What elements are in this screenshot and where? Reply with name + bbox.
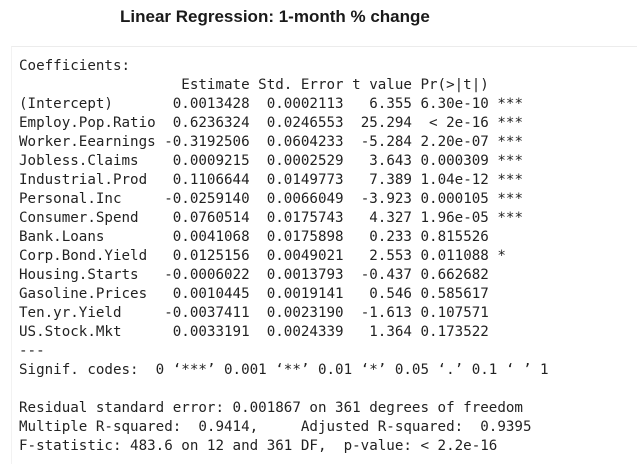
- table-row: Gasoline.Prices 0.0010445 0.0019141 0.54…: [19, 285, 523, 304]
- estimate-cell: 0.1106644: [164, 172, 250, 188]
- row-name: Housing.Starts: [19, 267, 156, 283]
- regression-output: Coefficients: Estimate Std. Error t valu…: [11, 46, 637, 464]
- std-error-cell: 0.0066049: [258, 191, 344, 207]
- p-value-cell: 1.04e-12: [420, 172, 489, 188]
- p-value-cell: 1.96e-05: [420, 210, 489, 226]
- estimate-cell: 0.0033191: [164, 324, 250, 340]
- std-error-cell: 0.0002529: [258, 153, 344, 169]
- p-value-cell: 0.107571: [420, 305, 489, 321]
- estimate-cell: 0.0041068: [164, 229, 250, 245]
- signif-stars: ***: [497, 153, 524, 169]
- p-value-cell: 0.000309: [420, 153, 489, 169]
- signif-stars: ***: [497, 210, 524, 226]
- estimate-cell: -0.3192506: [164, 134, 250, 150]
- signif-stars: ***: [497, 115, 524, 131]
- t-value-cell: 0.233: [352, 229, 412, 245]
- signif-stars: *: [497, 248, 506, 264]
- t-value-cell: 3.643: [352, 153, 412, 169]
- std-error-cell: 0.0149773: [258, 172, 344, 188]
- row-name: Corp.Bond.Yield: [19, 248, 156, 264]
- estimate-cell: -0.0037411: [164, 305, 250, 321]
- table-row: Housing.Starts -0.0006022 0.0013793 -0.4…: [19, 266, 523, 285]
- std-error-cell: 0.0024339: [258, 324, 344, 340]
- table-row: Corp.Bond.Yield 0.0125156 0.0049021 2.55…: [19, 247, 523, 266]
- coefficients-label: Coefficients:: [19, 58, 131, 74]
- column-headers: Estimate Std. Error t value Pr(>|t|): [19, 77, 489, 93]
- t-value-cell: 4.327: [352, 210, 412, 226]
- estimate-cell: 0.0013428: [164, 96, 250, 112]
- page-title: Linear Regression: 1-month % change: [120, 7, 430, 26]
- t-value-cell: -0.437: [352, 267, 412, 283]
- row-name: Industrial.Prod: [19, 172, 156, 188]
- p-value-cell: 0.815526: [420, 229, 489, 245]
- p-value-cell: 0.585617: [420, 286, 489, 302]
- table-row: Consumer.Spend 0.0760514 0.0175743 4.327…: [19, 209, 523, 228]
- residual-standard-error: Residual standard error: 0.001867 on 361…: [19, 400, 523, 416]
- t-value-cell: 7.389: [352, 172, 412, 188]
- separator: ---: [19, 343, 45, 359]
- std-error-cell: 0.0013793: [258, 267, 344, 283]
- row-name: US.Stock.Mkt: [19, 324, 156, 340]
- table-row: Worker.Eearnings -0.3192506 0.0604233 -5…: [19, 133, 523, 152]
- t-value-cell: 25.294: [352, 115, 412, 131]
- f-statistic: F-statistic: 483.6 on 12 and 361 DF, p-v…: [19, 438, 498, 454]
- p-value-cell: < 2e-16: [420, 115, 489, 131]
- std-error-cell: 0.0019141: [258, 286, 344, 302]
- row-name: Employ.Pop.Ratio: [19, 115, 156, 131]
- t-value-cell: 2.553: [352, 248, 412, 264]
- signif-stars: ***: [497, 191, 524, 207]
- std-error-cell: 0.0023190: [258, 305, 344, 321]
- t-value-cell: -1.613: [352, 305, 412, 321]
- row-name: Personal.Inc: [19, 191, 156, 207]
- estimate-cell: 0.0010445: [164, 286, 250, 302]
- t-value-cell: 1.364: [352, 324, 412, 340]
- table-row: Bank.Loans 0.0041068 0.0175898 0.233 0.8…: [19, 228, 523, 247]
- signif-stars: ***: [497, 134, 524, 150]
- p-value-cell: 0.662682: [420, 267, 489, 283]
- p-value-cell: 0.173522: [420, 324, 489, 340]
- std-error-cell: 0.0175898: [258, 229, 344, 245]
- table-row: Employ.Pop.Ratio 0.6236324 0.0246553 25.…: [19, 114, 523, 133]
- coefficient-table: (Intercept) 0.0013428 0.0002113 6.355 6.…: [19, 95, 523, 342]
- signif-stars: ***: [497, 96, 524, 112]
- table-row: Jobless.Claims 0.0009215 0.0002529 3.643…: [19, 152, 523, 171]
- std-error-cell: 0.0002113: [258, 96, 344, 112]
- table-row: (Intercept) 0.0013428 0.0002113 6.355 6.…: [19, 95, 523, 114]
- table-row: Ten.yr.Yield -0.0037411 0.0023190 -1.613…: [19, 304, 523, 323]
- estimate-cell: -0.0259140: [164, 191, 250, 207]
- p-value-cell: 2.20e-07: [420, 134, 489, 150]
- r-squared: Multiple R-squared: 0.9414, Adjusted R-s…: [19, 419, 532, 435]
- estimate-cell: 0.0760514: [164, 210, 250, 226]
- p-value-cell: 0.000105: [420, 191, 489, 207]
- table-row: Industrial.Prod 0.1106644 0.0149773 7.38…: [19, 171, 523, 190]
- estimate-cell: 0.6236324: [164, 115, 250, 131]
- estimate-cell: 0.0125156: [164, 248, 250, 264]
- table-row: Personal.Inc -0.0259140 0.0066049 -3.923…: [19, 190, 523, 209]
- t-value-cell: -5.284: [352, 134, 412, 150]
- std-error-cell: 0.0604233: [258, 134, 344, 150]
- estimate-cell: 0.0009215: [164, 153, 250, 169]
- row-name: Consumer.Spend: [19, 210, 156, 226]
- row-name: Jobless.Claims: [19, 153, 156, 169]
- std-error-cell: 0.0175743: [258, 210, 344, 226]
- signif-stars: ***: [497, 172, 524, 188]
- row-name: Bank.Loans: [19, 229, 156, 245]
- row-name: (Intercept): [19, 96, 156, 112]
- row-name: Ten.yr.Yield: [19, 305, 156, 321]
- std-error-cell: 0.0049021: [258, 248, 344, 264]
- row-name: Worker.Eearnings: [19, 134, 156, 150]
- p-value-cell: 0.011088: [420, 248, 489, 264]
- row-name: Gasoline.Prices: [19, 286, 156, 302]
- std-error-cell: 0.0246553: [258, 115, 344, 131]
- t-value-cell: 0.546: [352, 286, 412, 302]
- model-summary: Residual standard error: 0.001867 on 361…: [19, 399, 532, 456]
- estimate-cell: -0.0006022: [164, 267, 250, 283]
- t-value-cell: -3.923: [352, 191, 412, 207]
- t-value-cell: 6.355: [352, 96, 412, 112]
- p-value-cell: 6.30e-10: [420, 96, 489, 112]
- signif-codes: Signif. codes: 0 ‘***’ 0.001 ‘**’ 0.01 ‘…: [19, 362, 549, 378]
- table-row: US.Stock.Mkt 0.0033191 0.0024339 1.364 0…: [19, 323, 523, 342]
